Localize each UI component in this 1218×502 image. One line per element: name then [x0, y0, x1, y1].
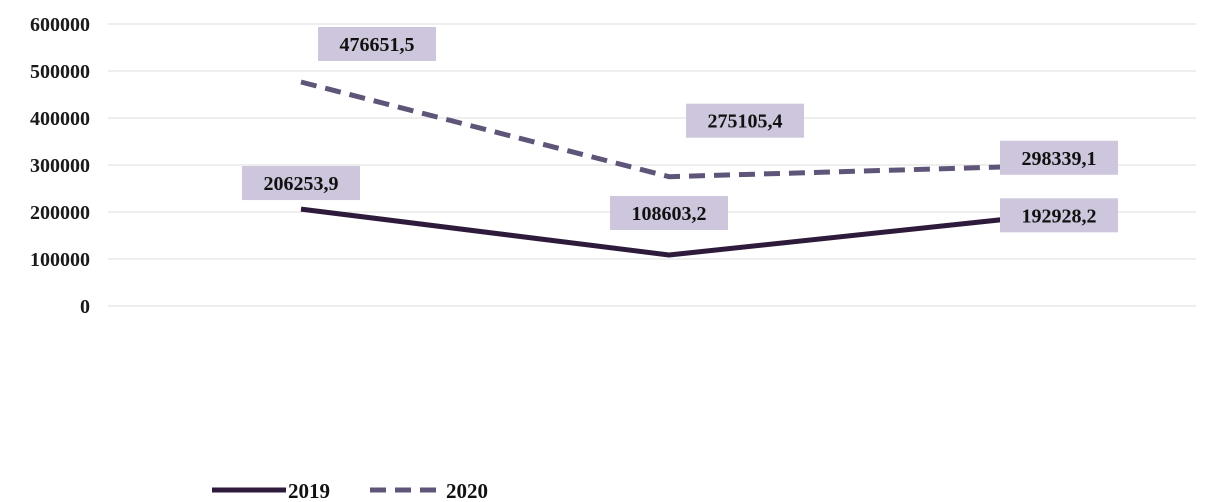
data-label-2020-1: 275105,4	[686, 103, 804, 138]
data-label-box	[242, 166, 360, 201]
data-label-2020-0: 476651,5	[318, 26, 436, 61]
y-tick-label: 0	[80, 296, 90, 318]
data-label-text: 298339,1	[1022, 148, 1097, 170]
data-label-box	[318, 26, 436, 61]
y-tick-label: 600000	[30, 14, 90, 36]
data-label-box	[1000, 198, 1118, 233]
legend: 2019 2020	[212, 479, 488, 502]
y-tick-label: 300000	[30, 155, 90, 177]
data-label-box	[610, 195, 728, 230]
y-tick-label: 500000	[30, 61, 90, 83]
data-labels: 206253,9 108603,2 192928,2 476651,5 275105,4…	[242, 26, 1118, 233]
legend-label-2019: 2019	[288, 479, 330, 502]
data-label-2019-2: 192928,2	[1000, 198, 1118, 233]
data-label-2019-0: 206253,9	[242, 166, 360, 201]
data-label-text: 275105,4	[708, 111, 783, 133]
data-label-box	[686, 103, 804, 138]
data-label-2019-1: 108603,2	[610, 195, 728, 230]
data-label-text: 108603,2	[632, 203, 707, 225]
series-lines	[300, 79, 1044, 258]
y-tick-label: 100000	[30, 249, 90, 271]
y-tick-label: 200000	[30, 202, 90, 224]
data-label-text: 206253,9	[264, 173, 339, 195]
legend-label-2020: 2020	[446, 479, 488, 502]
y-axis-tick-labels: 0 100000 200000 300000 400000 500000 600000	[30, 14, 90, 318]
y-tick-label: 400000	[30, 108, 90, 130]
data-label-text: 476651,5	[340, 34, 415, 56]
data-label-text: 192928,2	[1022, 205, 1097, 227]
series-line-2020	[300, 79, 1044, 180]
data-label-2020-2: 298339,1	[1000, 140, 1118, 175]
data-label-box	[1000, 140, 1118, 175]
series-line-2019	[300, 206, 1044, 258]
